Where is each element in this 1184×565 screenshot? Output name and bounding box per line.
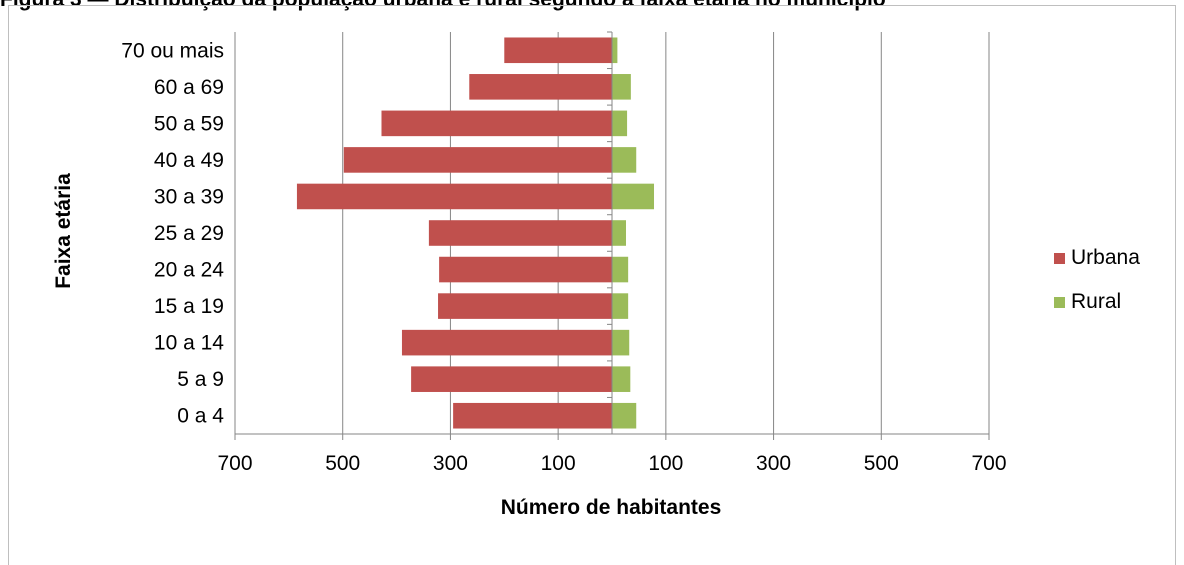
bar-urbana-7 bbox=[343, 147, 612, 173]
chart-frame bbox=[8, 5, 1176, 565]
bar-rural-6 bbox=[612, 183, 655, 210]
bar-urbana-8 bbox=[381, 110, 612, 137]
y-tick-label-8: 50 a 59 bbox=[154, 112, 224, 135]
y-tick-label-9: 60 a 69 bbox=[154, 76, 224, 99]
bar-rural-1 bbox=[612, 366, 631, 392]
y-tick-label-0: 0 a 4 bbox=[177, 405, 224, 428]
bar-urbana-5 bbox=[428, 220, 612, 246]
legend-swatch-urbana bbox=[1054, 252, 1065, 264]
bar-urbana-4 bbox=[439, 256, 612, 283]
tick-labels: 700 500 300 100 100 300 500 700 0 a 4 5 a 9 10 a 1… bbox=[121, 39, 1006, 475]
bar-rural-9 bbox=[612, 74, 631, 100]
y-tick-label-7: 40 a 49 bbox=[154, 149, 224, 172]
y-tick-label-4: 20 a 24 bbox=[154, 259, 224, 282]
population-pyramid-chart: 700 500 300 100 100 300 500 700 0 a 4 5 a 9 10 a 1… bbox=[52, 31, 1007, 519]
legend-label-rural: Rural bbox=[1071, 290, 1122, 313]
x-tick-label-4: 100 bbox=[648, 452, 683, 475]
y-tick-label-5: 25 a 29 bbox=[154, 222, 224, 245]
bar-urbana-10 bbox=[504, 37, 612, 64]
bars bbox=[296, 37, 655, 429]
x-tick-label-2: 300 bbox=[433, 452, 468, 475]
legend-label-urbana: Urbana bbox=[1071, 246, 1140, 269]
y-tick-label-6: 30 a 39 bbox=[154, 185, 224, 208]
bar-rural-7 bbox=[612, 147, 637, 173]
bar-rural-8 bbox=[612, 110, 628, 137]
legend-item-rural: Rural bbox=[1054, 290, 1122, 313]
bar-urbana-3 bbox=[438, 293, 612, 319]
legend-item-urbana: Urbana bbox=[1054, 246, 1140, 269]
x-tick-label-7: 700 bbox=[971, 452, 1006, 475]
y-tick-label-3: 15 a 19 bbox=[154, 295, 224, 318]
bar-urbana-2 bbox=[401, 329, 612, 356]
bar-urbana-6 bbox=[296, 183, 612, 210]
bar-rural-4 bbox=[612, 256, 629, 283]
bar-rural-3 bbox=[612, 293, 629, 319]
bar-rural-10 bbox=[612, 37, 618, 64]
legend-swatch-rural bbox=[1054, 296, 1065, 308]
bar-rural-0 bbox=[612, 402, 637, 429]
bar-urbana-9 bbox=[469, 74, 612, 100]
x-axis-label: Número de habitantes bbox=[501, 496, 722, 519]
bar-rural-5 bbox=[612, 220, 627, 246]
bar-urbana-0 bbox=[453, 402, 612, 429]
y-tick-label-10: 70 ou mais bbox=[121, 39, 224, 62]
bar-rural-2 bbox=[612, 329, 630, 356]
y-tick-label-1: 5 a 9 bbox=[177, 368, 224, 391]
x-tick-label-5: 300 bbox=[756, 452, 791, 475]
y-tick-label-2: 10 a 14 bbox=[154, 332, 224, 355]
x-tick-label-0: 700 bbox=[217, 452, 252, 475]
axes bbox=[234, 31, 990, 440]
bar-urbana-1 bbox=[411, 366, 612, 392]
x-tick-label-1: 500 bbox=[325, 452, 360, 475]
y-axis-label: Faixa etária bbox=[52, 173, 75, 289]
x-tick-label-3: 100 bbox=[541, 452, 576, 475]
x-tick-label-6: 500 bbox=[864, 452, 899, 475]
